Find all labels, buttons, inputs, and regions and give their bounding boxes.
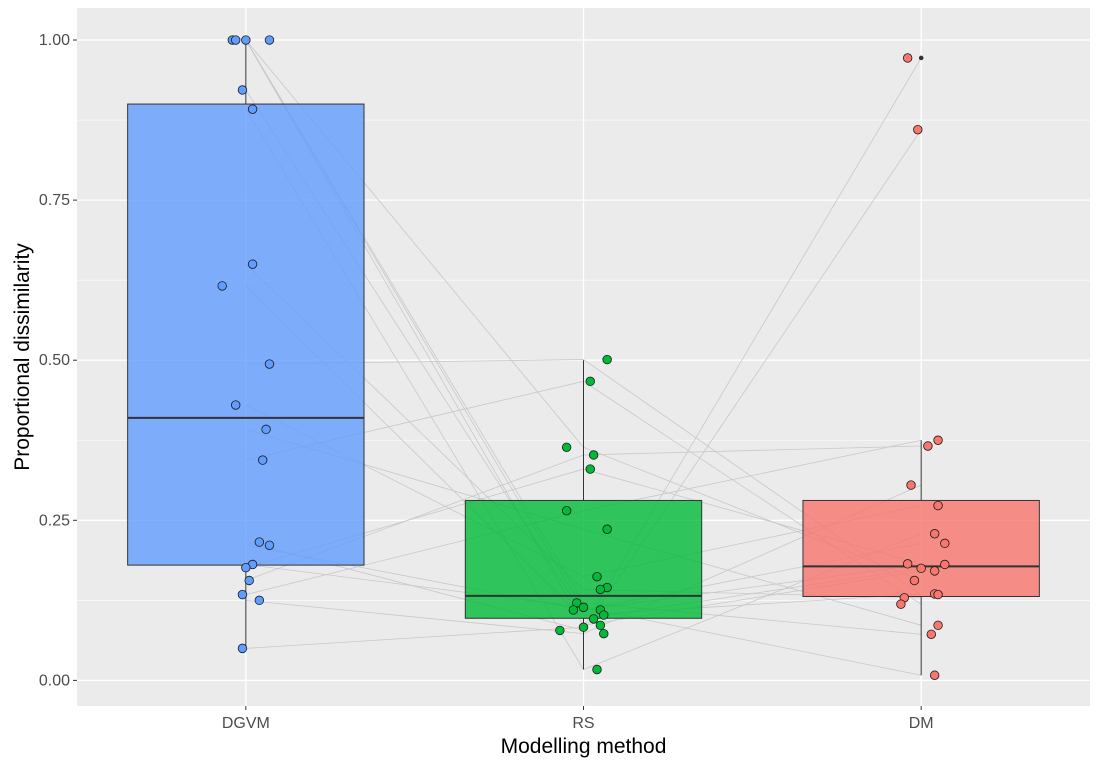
data-point: [264, 540, 275, 550]
data-point: [588, 450, 599, 460]
data-point: [264, 359, 275, 369]
data-point: [926, 629, 936, 639]
data-point: [237, 589, 248, 600]
data-point: [241, 562, 251, 573]
data-point: [595, 584, 606, 595]
data-point: [231, 400, 241, 410]
data-point: [940, 538, 950, 549]
y-axis: 0.00 0.25 0.50 0.75 1.00: [39, 32, 77, 689]
y-axis-title: Proportional dissimilarity: [11, 243, 34, 471]
x-axis: DGVM RS DM: [222, 706, 934, 732]
box-dgvm: [127, 103, 365, 566]
data-point: [916, 563, 926, 574]
data-point: [578, 602, 589, 613]
data-point: [902, 559, 913, 569]
data-point: [237, 643, 248, 654]
y-tick-label: 0.25: [39, 512, 70, 529]
data-point: [258, 455, 268, 465]
data-point: [592, 571, 602, 582]
data-point: [913, 124, 923, 135]
data-point: [929, 529, 940, 539]
data-point: [244, 575, 254, 586]
x-axis-title: Modelling method: [501, 735, 667, 758]
data-point: [231, 35, 241, 45]
y-tick-label: 0.50: [39, 352, 70, 369]
data-point: [933, 589, 943, 600]
data-point: [599, 628, 609, 639]
data-points: [217, 35, 950, 680]
data-point: [602, 524, 612, 534]
data-point: [568, 605, 579, 615]
data-point: [585, 376, 595, 387]
data-point: [254, 595, 265, 606]
data-point: [254, 537, 265, 547]
data-point: [217, 281, 227, 291]
box-rs: [464, 499, 703, 619]
data-point: [933, 620, 943, 631]
data-point: [595, 620, 606, 631]
data-point: [261, 424, 271, 435]
data-point: [241, 35, 251, 45]
box-dm: [802, 499, 1040, 597]
data-point: [588, 614, 599, 624]
x-tick-label: DGVM: [222, 715, 270, 732]
y-tick-label: 0.00: [39, 672, 70, 689]
data-point: [929, 566, 940, 576]
data-point: [923, 441, 933, 451]
data-point: [237, 85, 248, 95]
y-tick-label: 0.75: [39, 192, 70, 209]
data-point: [578, 622, 589, 632]
data-point: [906, 480, 916, 490]
data-point: [555, 625, 565, 636]
data-point: [561, 505, 572, 516]
outlier-point: [918, 55, 924, 61]
boxes: [127, 40, 1040, 676]
data-point: [599, 610, 609, 620]
data-point: [933, 500, 943, 511]
data-point: [929, 670, 940, 680]
data-point: [896, 599, 906, 609]
data-point: [933, 435, 943, 445]
data-point: [902, 53, 913, 63]
data-point: [247, 259, 258, 269]
x-tick-label: RS: [572, 715, 594, 732]
data-point: [909, 575, 920, 586]
data-point: [561, 442, 572, 452]
data-point: [592, 664, 602, 675]
data-point: [585, 464, 595, 474]
y-tick-label: 1.00: [39, 32, 70, 49]
x-tick-label: DM: [909, 715, 934, 732]
data-point: [264, 35, 275, 45]
data-point: [940, 559, 950, 570]
data-point: [602, 354, 612, 365]
data-point: [247, 104, 258, 114]
